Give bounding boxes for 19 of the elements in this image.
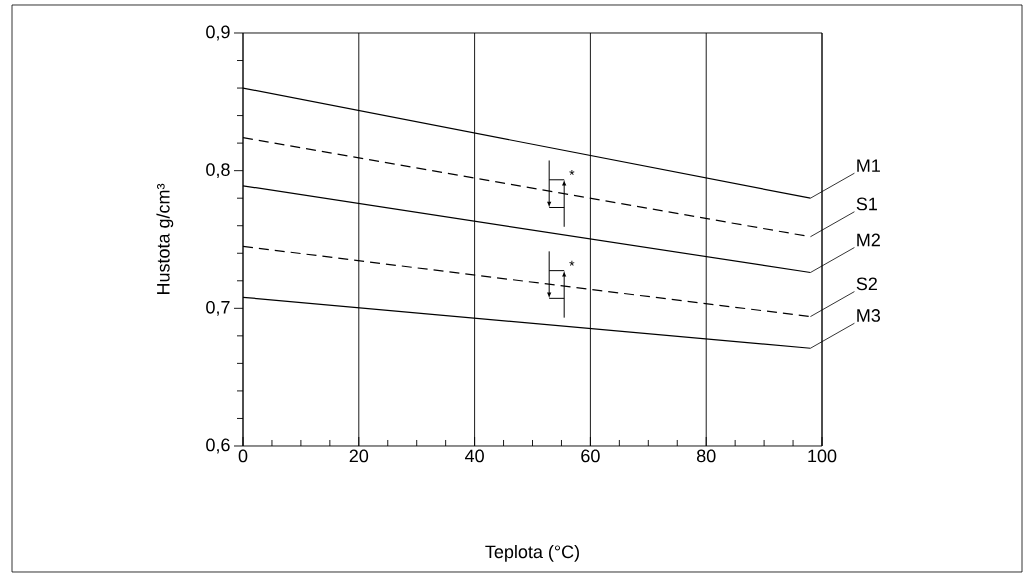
annotation: * [569,260,575,266]
annotation: * [569,169,575,175]
text: M3 [857,309,881,322]
x-tick-label: 80 [696,449,716,463]
x-tick-label: 100 [808,449,837,463]
y-tick-label: 0,8 [206,163,230,179]
y-tick-label: 0,9 [206,25,230,41]
x-tick-label: 20 [349,449,369,463]
text: M2 [857,233,880,247]
y-tick-label: 0,7 [206,300,230,316]
text: S1 [856,197,877,211]
x-tick-label: 60 [581,449,600,463]
text: S2 [856,277,877,291]
x-axis-title: Teplota (°C) [485,544,579,562]
text: M1 [857,159,880,172]
y-tick-label: 0,6 [206,438,230,454]
x-tick-label: 0 [238,449,248,463]
y-axis-title: Hustota g/cm³ [156,183,174,295]
x-tick-label: 40 [465,449,484,463]
